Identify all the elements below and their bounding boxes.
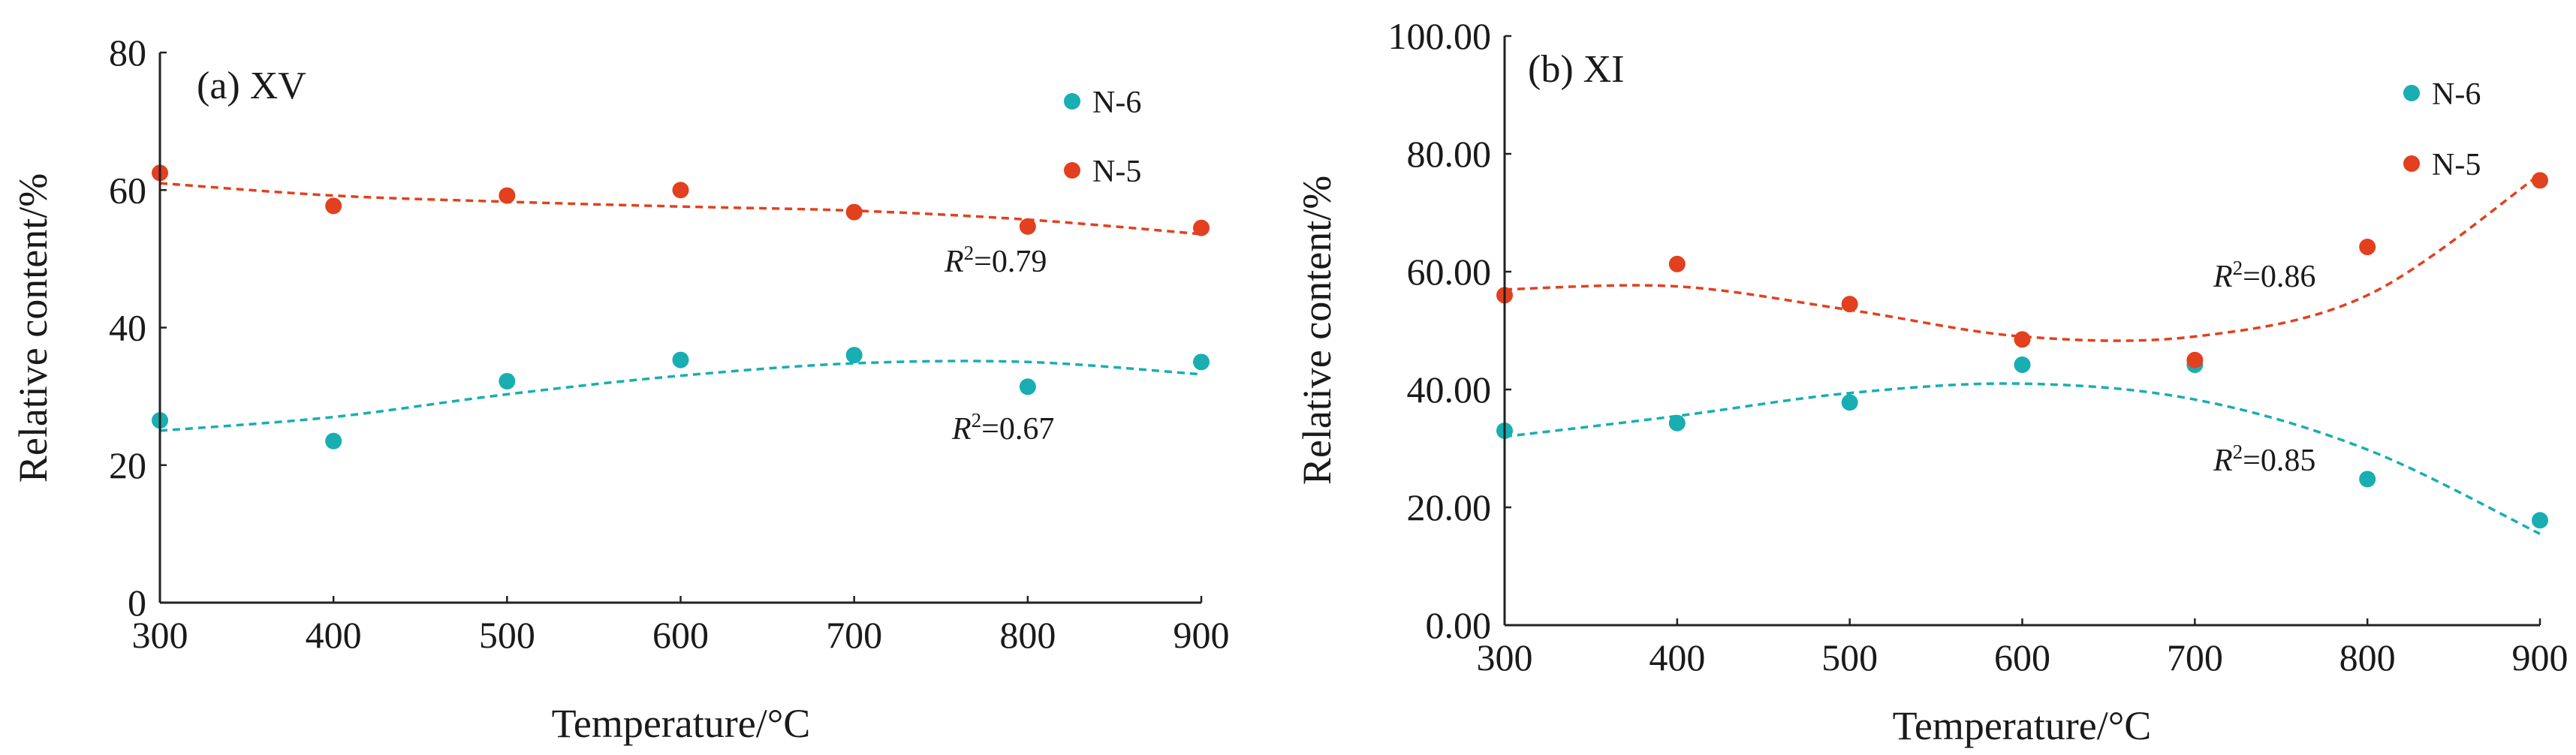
panel-a-trendline-n6 bbox=[159, 359, 1202, 432]
panel-b-point-n5-400 bbox=[1668, 255, 1686, 272]
panel-a-r2-label-n6: R2=0.67 bbox=[951, 409, 1054, 447]
panel-b-point-n6-500 bbox=[1841, 394, 1858, 411]
panel-a-point-n5-400 bbox=[325, 197, 342, 215]
panel-b-point-n5-600 bbox=[2014, 331, 2031, 348]
panel-b-point-n6-600 bbox=[2014, 356, 2031, 374]
panel-a-title: (a) XV bbox=[197, 65, 306, 107]
panel-a-legend: N-6 N-5 bbox=[1064, 86, 1141, 189]
panel-b-x-tick-label-300: 300 bbox=[1477, 636, 1533, 678]
panel-a-point-n5-900 bbox=[1193, 219, 1210, 236]
panel-a-point-n6-400 bbox=[325, 432, 342, 450]
panel-b-legend-label-n5: N-5 bbox=[2432, 148, 2481, 182]
panel-b-x-ticks: 300 400 500 600 700 800 900 bbox=[1477, 618, 2568, 678]
panel-b-point-n5-500 bbox=[1841, 296, 1858, 313]
panel-a-y-tick-label-40: 40 bbox=[109, 307, 146, 349]
panel-a-y-tick-label-80: 80 bbox=[109, 32, 146, 74]
panel-a-x-ticks: 300 400 500 600 700 800 900 bbox=[132, 596, 1230, 656]
panel-a-point-n6-600 bbox=[672, 351, 689, 368]
panel-a-legend-label-n5: N-5 bbox=[1092, 155, 1141, 189]
panel-b-point-n5-800 bbox=[2359, 239, 2376, 256]
panel-b-point-n5-700 bbox=[2186, 351, 2204, 368]
panel-a-point-n5-800 bbox=[1019, 218, 1036, 235]
panel-a-x-tick-label-900: 900 bbox=[1174, 614, 1230, 656]
panel-a-legend-marker-n5 bbox=[1064, 162, 1080, 179]
panel-b-point-n6-800 bbox=[2359, 471, 2376, 488]
panel-b-x-tick-label-700: 700 bbox=[2167, 636, 2223, 678]
panel-b-y-tick-label-100: 100.00 bbox=[1388, 15, 1492, 57]
panel-a-point-n5-600 bbox=[672, 182, 689, 199]
panel-b-title: (b) XI bbox=[1528, 48, 1625, 91]
panel-a-x-tick-label-700: 700 bbox=[826, 614, 882, 656]
panel-a-x-tick-label-800: 800 bbox=[999, 614, 1056, 656]
panel-b-r2-label-n6: R2=0.85 bbox=[2213, 441, 2315, 478]
panel-a-x-tick-label-500: 500 bbox=[479, 614, 535, 656]
panel-b-trendlines bbox=[1504, 173, 2541, 535]
panel-a-point-n5-500 bbox=[499, 187, 516, 204]
panel-b-trendline-n6 bbox=[1504, 382, 2541, 535]
panel-b-x-tick-label-900: 900 bbox=[2512, 636, 2568, 678]
panel-a-x-tick-label-600: 600 bbox=[652, 614, 709, 656]
panel-b-y-tick-label-20: 20.00 bbox=[1407, 486, 1492, 528]
panel-b-y-tick-label-40: 40.00 bbox=[1407, 368, 1492, 411]
panel-b-y-axis-title: Relative content/% bbox=[1294, 176, 1339, 485]
panel-b-point-n6-400 bbox=[1668, 414, 1686, 432]
panel-b-x-tick-label-400: 400 bbox=[1649, 636, 1705, 678]
panel-a-r2-label-n5: R2=0.79 bbox=[944, 242, 1047, 279]
panel-b-chart: 300 400 500 600 700 800 900 0.00 20.00 40.00 60.0… bbox=[1294, 15, 2568, 748]
panel-a-y-ticks: 0 20 40 60 80 bbox=[109, 32, 167, 624]
panel-b-x-tick-label-600: 600 bbox=[1994, 636, 2050, 678]
panel-b-point-n5-900 bbox=[2532, 172, 2548, 189]
panel-a-legend-label-n6: N-6 bbox=[1092, 86, 1141, 120]
panel-b-y-tick-label-0: 0.00 bbox=[1426, 604, 1492, 646]
panel-b-x-tick-label-500: 500 bbox=[1821, 636, 1878, 678]
panel-b-y-ticks: 0.00 20.00 40.00 60.00 80.00 100.00 bbox=[1388, 15, 1511, 646]
panel-a-y-tick-label-20: 20 bbox=[109, 444, 146, 486]
panel-b-legend: N-6 N-5 bbox=[2403, 77, 2481, 182]
panel-b-x-tick-label-800: 800 bbox=[2339, 636, 2396, 678]
panel-b-legend-marker-n5 bbox=[2403, 155, 2420, 172]
panel-b-trendline-n5 bbox=[1504, 173, 2541, 342]
panel-a-trendlines bbox=[159, 182, 1202, 432]
panel-b-point-n6-900 bbox=[2532, 512, 2548, 529]
panel-a-point-n6-800 bbox=[1019, 378, 1036, 396]
panel-a-y-tick-label-0: 0 bbox=[128, 582, 146, 624]
panel-a-point-n5-700 bbox=[845, 203, 863, 221]
panel-a-x-tick-label-400: 400 bbox=[306, 614, 362, 656]
panel-a-x-tick-label-300: 300 bbox=[132, 614, 188, 656]
panel-a-data-points bbox=[152, 164, 1210, 450]
panel-a-legend-marker-n6 bbox=[1064, 93, 1080, 110]
panel-b-r2-label-n5: R2=0.86 bbox=[2213, 257, 2315, 294]
panel-b-y-tick-label-60: 60.00 bbox=[1407, 251, 1492, 293]
panel-a-point-n6-900 bbox=[1193, 353, 1210, 371]
panel-b-data-points bbox=[1496, 172, 2548, 529]
panel-b-legend-marker-n6 bbox=[2403, 85, 2420, 101]
panel-b-legend-label-n6: N-6 bbox=[2432, 77, 2481, 112]
panel-a-y-tick-label-60: 60 bbox=[109, 169, 146, 211]
panel-a-x-axis-title: Temperature/°C bbox=[552, 701, 811, 746]
panel-a-y-axis-title: Relative content/% bbox=[11, 173, 56, 483]
panel-b-y-tick-label-80: 80.00 bbox=[1407, 133, 1492, 175]
panel-b-x-axis-title: Temperature/°C bbox=[1893, 703, 2152, 748]
panel-a-point-n6-700 bbox=[845, 347, 863, 364]
panel-a-point-n6-500 bbox=[499, 372, 516, 390]
panel-a-chart: 300 400 500 600 700 800 900 0 20 40 60 80 (a) XV T… bbox=[11, 32, 1230, 746]
